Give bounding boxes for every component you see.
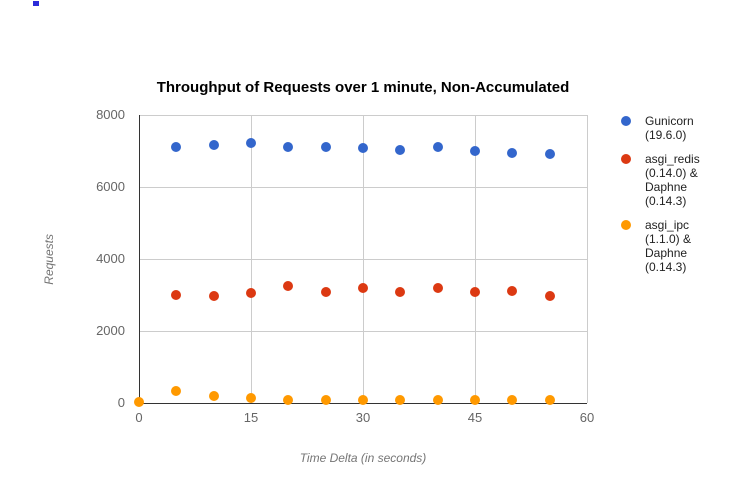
legend-dot-asgi-ipc-daphne [621,220,631,230]
y-axis-line [139,115,140,403]
legend-item-asgi-redis-daphne[interactable]: asgi_redis (0.14.0) & Daphne (0.14.3) [621,152,736,208]
legend-dot-gunicorn [621,116,631,126]
legend-dot-asgi-redis-daphne [621,154,631,164]
v-gridline [363,115,364,403]
data-point-gunicorn[interactable] [283,142,293,152]
data-point-gunicorn[interactable] [433,142,443,152]
data-point-asgi-redis-daphne[interactable] [358,283,368,293]
y-tick-label: 2000 [96,323,125,338]
legend-item-gunicorn[interactable]: Gunicorn (19.6.0) [621,114,736,142]
v-gridline [475,115,476,403]
data-point-gunicorn[interactable] [171,142,181,152]
data-point-asgi-redis-daphne[interactable] [171,290,181,300]
data-point-asgi-redis-daphne[interactable] [209,291,219,301]
data-point-asgi-ipc-daphne[interactable] [134,397,144,407]
data-point-gunicorn[interactable] [470,146,480,156]
x-tick-label: 15 [243,410,259,425]
data-point-gunicorn[interactable] [358,143,368,153]
data-point-gunicorn[interactable] [545,149,555,159]
data-point-asgi-ipc-daphne[interactable] [209,391,219,401]
legend-label-gunicorn: Gunicorn (19.6.0) [645,114,694,142]
data-point-asgi-ipc-daphne[interactable] [545,395,555,405]
data-point-asgi-ipc-daphne[interactable] [358,395,368,405]
data-point-gunicorn[interactable] [321,142,331,152]
y-tick-label: 8000 [96,107,125,122]
data-point-asgi-ipc-daphne[interactable] [283,395,293,405]
v-gridline [251,115,252,403]
x-tick-label: 30 [355,410,371,425]
data-point-asgi-redis-daphne[interactable] [321,287,331,297]
legend-label-asgi-redis-daphne: asgi_redis (0.14.0) & Daphne (0.14.3) [645,152,700,208]
data-point-gunicorn[interactable] [507,148,517,158]
data-point-gunicorn[interactable] [246,138,256,148]
legend-label-asgi-ipc-daphne: asgi_ipc (1.1.0) & Daphne (0.14.3) [645,218,692,274]
x-tick-label: 0 [135,410,143,425]
data-point-gunicorn[interactable] [209,140,219,150]
y-tick-label: 4000 [96,251,125,266]
data-point-asgi-ipc-daphne[interactable] [470,395,480,405]
x-axis-title: Time Delta (in seconds) [299,451,427,465]
chart-title: Throughput of Requests over 1 minute, No… [156,79,570,96]
legend-item-asgi-ipc-daphne[interactable]: asgi_ipc (1.1.0) & Daphne (0.14.3) [621,218,736,274]
data-point-asgi-ipc-daphne[interactable] [507,395,517,405]
y-tick-label: 0 [117,395,125,410]
data-point-asgi-ipc-daphne[interactable] [395,395,405,405]
data-point-asgi-redis-daphne[interactable] [395,287,405,297]
x-tick-label: 60 [579,410,595,425]
x-tick-label: 45 [467,410,483,425]
data-point-gunicorn[interactable] [395,145,405,155]
blue-artifact [33,1,39,6]
data-point-asgi-ipc-daphne[interactable] [433,395,443,405]
data-point-asgi-redis-daphne[interactable] [470,287,480,297]
chart-legend: Gunicorn (19.6.0) asgi_redis (0.14.0) & Daph… [621,114,736,284]
y-axis-title: Requests [42,233,56,285]
data-point-asgi-redis-daphne[interactable] [246,288,256,298]
v-gridline [587,115,588,403]
data-point-asgi-redis-daphne[interactable] [433,283,443,293]
data-point-asgi-ipc-daphne[interactable] [246,393,256,403]
data-point-asgi-redis-daphne[interactable] [283,281,293,291]
y-tick-label: 6000 [96,179,125,194]
data-point-asgi-redis-daphne[interactable] [507,286,517,296]
data-point-asgi-redis-daphne[interactable] [545,291,555,301]
data-point-asgi-ipc-daphne[interactable] [321,395,331,405]
data-point-asgi-ipc-daphne[interactable] [171,386,181,396]
